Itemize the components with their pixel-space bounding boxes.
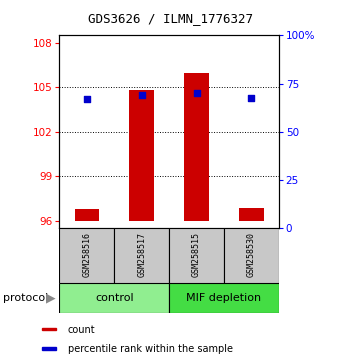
Text: protocol: protocol [3,293,49,303]
Bar [42,328,56,331]
Bar [114,228,169,283]
Text: GDS3626 / ILMN_1776327: GDS3626 / ILMN_1776327 [87,12,253,25]
Text: control: control [95,293,134,303]
Text: count: count [68,325,95,335]
Text: GSM258515: GSM258515 [192,232,201,277]
Bar [59,283,169,313]
Bar [169,283,279,313]
Bar [130,90,154,221]
Bar [239,207,264,221]
Bar [59,228,114,283]
Point [194,90,199,96]
Bar [169,228,224,283]
Point [84,96,90,102]
Point [139,92,144,98]
Bar [42,347,56,350]
Bar [184,73,209,221]
Text: GSM258517: GSM258517 [137,232,146,277]
Text: percentile rank within the sample: percentile rank within the sample [68,344,233,354]
Text: GSM258516: GSM258516 [82,232,91,277]
Point [249,95,254,101]
Bar [74,209,99,221]
Text: MIF depletion: MIF depletion [186,293,261,303]
Text: GSM258530: GSM258530 [247,232,256,277]
Bar [224,228,279,283]
Text: ▶: ▶ [46,292,55,305]
